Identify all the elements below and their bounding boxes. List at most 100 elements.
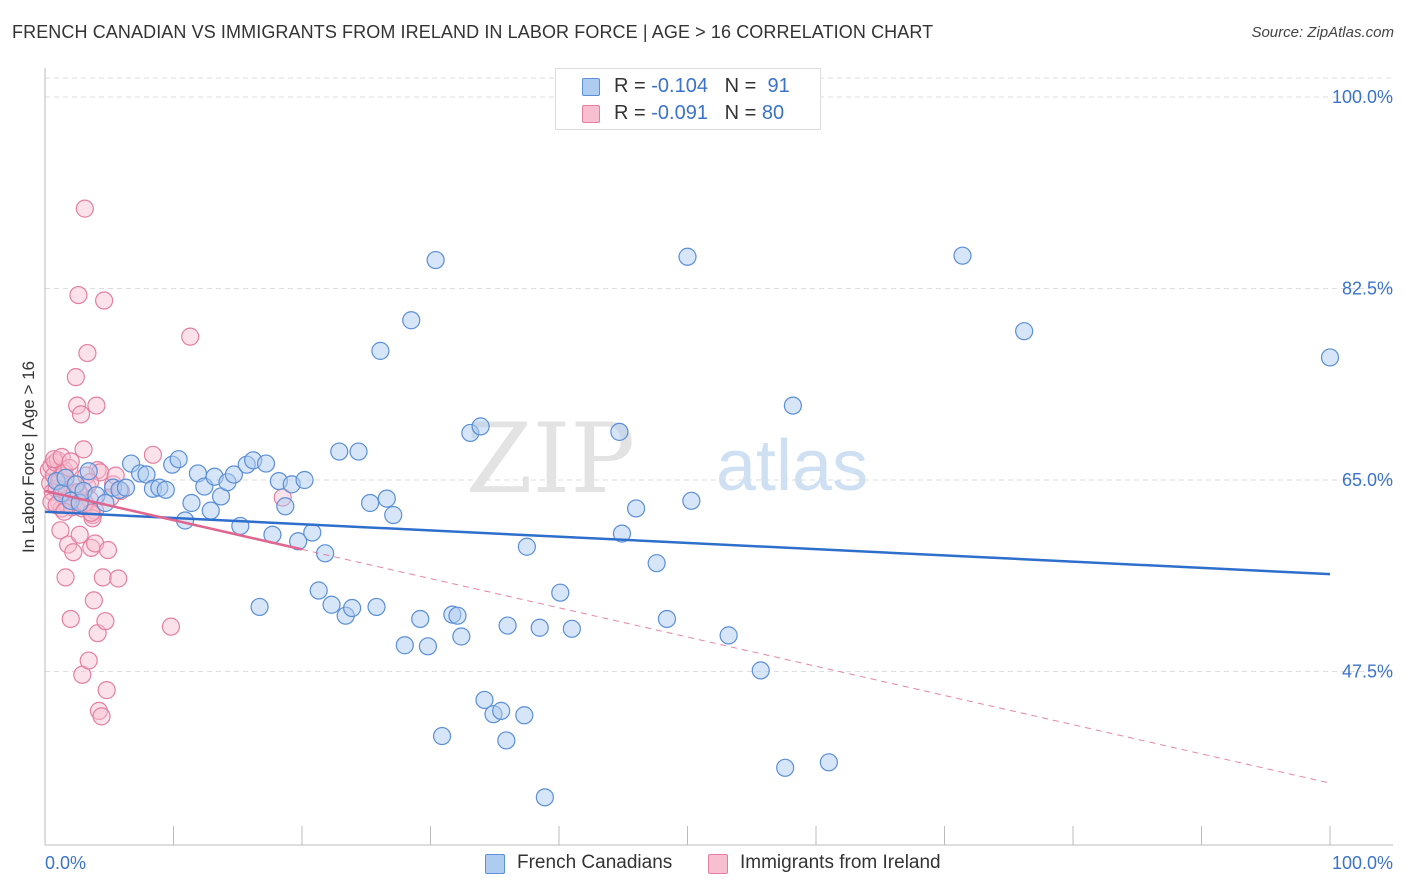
data-point-ireland bbox=[109, 569, 128, 588]
data-point-french-canadian bbox=[432, 726, 452, 746]
data-point-french-canadian bbox=[1320, 348, 1340, 367]
data-point-ireland bbox=[79, 651, 98, 670]
trend-lines bbox=[44, 489, 1331, 784]
data-point-french-canadian bbox=[384, 505, 403, 525]
data-point-ireland bbox=[161, 617, 181, 636]
data-point-french-canadian bbox=[953, 246, 972, 265]
watermark: ZIP atlas bbox=[466, 403, 868, 515]
data-point-ireland bbox=[61, 609, 80, 629]
data-point-french-canadian bbox=[322, 595, 341, 614]
data-point-french-canadian bbox=[517, 537, 536, 556]
legend-swatch-blue bbox=[582, 78, 600, 96]
data-point-french-canadian bbox=[330, 442, 349, 461]
data-point-french-canadian bbox=[116, 478, 136, 497]
data-point-french-canadian bbox=[647, 554, 666, 573]
data-point-ireland bbox=[70, 525, 89, 544]
data-point-ireland bbox=[78, 343, 97, 363]
data-point-french-canadian bbox=[224, 465, 243, 484]
data-point-french-canadian bbox=[426, 250, 445, 270]
data-point-ireland bbox=[64, 543, 83, 562]
data-point-french-canadian bbox=[316, 544, 335, 563]
data-point-french-canadian bbox=[79, 462, 98, 481]
data-point-french-canadian bbox=[452, 627, 471, 646]
data-point-french-canadian bbox=[182, 493, 201, 513]
x-tick-label: 0.0% bbox=[45, 853, 86, 873]
data-point-french-canadian bbox=[367, 597, 386, 617]
data-point-french-canadian bbox=[343, 598, 362, 618]
data-point-french-canadian bbox=[610, 422, 629, 441]
y-tick-label: 100.0% bbox=[1332, 87, 1393, 107]
data-point-ireland bbox=[96, 612, 115, 631]
data-point-french-canadian bbox=[657, 609, 677, 629]
data-point-ireland bbox=[51, 521, 70, 540]
data-point-french-canadian bbox=[562, 619, 581, 638]
data-point-ireland bbox=[143, 445, 163, 464]
legend-swatch-pink bbox=[582, 105, 600, 123]
data-point-ireland bbox=[68, 396, 87, 415]
data-point-french-canadian bbox=[361, 493, 380, 513]
data-point-french-canadian bbox=[783, 396, 802, 415]
data-point-french-canadian bbox=[626, 499, 646, 518]
data-point-french-canadian bbox=[612, 524, 632, 543]
chart-title: FRENCH CANADIAN VS IMMIGRANTS FROM IRELA… bbox=[12, 22, 934, 42]
data-point-french-canadian bbox=[530, 618, 549, 637]
data-point-ireland bbox=[95, 291, 114, 310]
tick-labels: 47.5% 65.0% 82.5% 100.0% 0.0% 100.0% bbox=[45, 87, 1393, 873]
data-point-french-canadian bbox=[303, 523, 322, 542]
trend-line-ireland-solid bbox=[44, 489, 303, 551]
data-point-french-canadian bbox=[1015, 322, 1034, 341]
y-tick-label: 82.5% bbox=[1342, 279, 1393, 299]
legend-swatch-blue bbox=[485, 854, 505, 874]
data-point-french-canadian bbox=[551, 583, 570, 602]
data-point-french-canadian bbox=[497, 731, 516, 750]
legend-text: R = -0.091 N = 80 bbox=[614, 102, 785, 124]
n-value: 80 bbox=[761, 102, 785, 124]
data-point-french-canadian bbox=[256, 454, 276, 473]
x-tick-label: 100.0% bbox=[1332, 853, 1393, 873]
data-point-french-canadian bbox=[201, 501, 220, 520]
data-point-ireland bbox=[66, 368, 85, 387]
data-point-ireland bbox=[56, 568, 75, 587]
source-credit: Source: ZipAtlas.com bbox=[1251, 24, 1394, 41]
data-point-french-canadian bbox=[411, 609, 430, 629]
data-point-french-canadian bbox=[751, 661, 770, 680]
data-point-ireland bbox=[97, 681, 116, 700]
data-point-french-canadian bbox=[371, 341, 390, 360]
r-value: -0.104 bbox=[651, 75, 708, 97]
data-point-french-canadian bbox=[169, 450, 188, 469]
data-point-french-canadian bbox=[276, 497, 295, 516]
data-point-french-canadian bbox=[309, 581, 328, 600]
trend-line-ireland-dashed bbox=[301, 548, 1331, 784]
stats-legend: R = -0.104 N = 91 R = -0.091 N = 80 bbox=[555, 68, 821, 130]
n-value: 91 bbox=[767, 75, 790, 97]
series-french-canadians bbox=[47, 246, 1340, 807]
data-point-french-canadian bbox=[492, 701, 511, 720]
data-point-ireland bbox=[92, 707, 111, 726]
legend-label: French Canadians bbox=[517, 852, 673, 873]
data-point-french-canadian bbox=[349, 442, 368, 461]
data-point-french-canadian bbox=[682, 491, 701, 510]
r-value: -0.091 bbox=[651, 102, 708, 124]
legend-label: Immigrants from Ireland bbox=[740, 852, 941, 873]
data-point-ireland bbox=[75, 199, 94, 218]
y-axis-label: In Labor Force | Age > 16 bbox=[19, 361, 38, 553]
data-point-french-canadian bbox=[395, 636, 414, 655]
data-point-french-canadian bbox=[250, 597, 269, 617]
data-point-ireland bbox=[87, 396, 106, 415]
legend-swatch-pink bbox=[708, 854, 728, 874]
data-point-french-canadian bbox=[776, 758, 795, 777]
data-point-french-canadian bbox=[377, 489, 396, 508]
data-point-french-canadian bbox=[471, 417, 490, 436]
data-point-french-canadian bbox=[156, 480, 175, 499]
data-point-french-canadian bbox=[719, 626, 738, 645]
trend-line-french-canadians bbox=[44, 510, 1331, 576]
data-point-french-canadian bbox=[515, 706, 534, 725]
data-point-french-canadian bbox=[418, 637, 438, 656]
data-point-ireland bbox=[84, 591, 103, 610]
watermark-atlas: atlas bbox=[716, 426, 868, 506]
watermark-zip: ZIP bbox=[466, 403, 635, 515]
data-point-french-canadian bbox=[535, 788, 554, 807]
data-point-french-canadian bbox=[402, 311, 421, 330]
y-tick-label: 47.5% bbox=[1342, 662, 1393, 682]
